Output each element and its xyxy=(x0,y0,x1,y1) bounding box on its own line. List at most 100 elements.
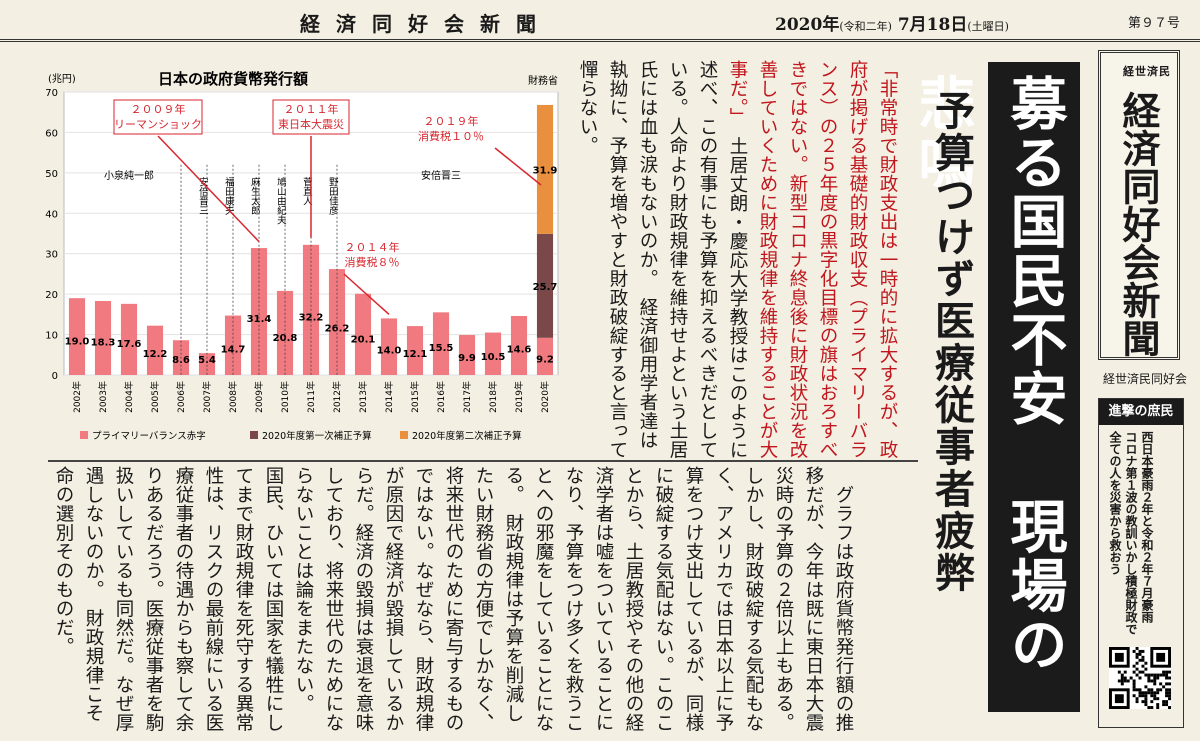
article-body-bottom: グラフは政府貨幣発行額の推移だが、今年は既に東日本大震災時の予算の２倍以上もある… xyxy=(53,466,854,732)
bar-value-label: 12.2 xyxy=(143,349,168,360)
date-era: (令和二年) xyxy=(839,20,892,33)
y-tick-label: 30 xyxy=(45,250,58,261)
qr-module xyxy=(1144,700,1148,704)
bar-pb xyxy=(458,334,476,375)
qr-module xyxy=(1159,688,1163,692)
bar-chart: 日本の政府貨幣発行額 (兆円) 財務省 0 10 20 30 40 50 60 70 19.0 2002… xyxy=(45,70,559,442)
qr-module xyxy=(1153,691,1157,695)
qr-module xyxy=(1138,676,1142,680)
qr-module xyxy=(1150,694,1154,698)
qr-module xyxy=(1150,673,1154,677)
chart-title: 日本の政府貨幣発行額 xyxy=(158,70,308,88)
pm-label: 麻生太郎 xyxy=(249,176,261,216)
organization-name: 経世済民同好会 xyxy=(1103,372,1188,386)
x-tick-label: 2011年 xyxy=(305,381,317,413)
x-tick-label: 2015年 xyxy=(409,381,421,413)
x-tick-label: 2014年 xyxy=(383,381,395,413)
qr-module xyxy=(1168,697,1171,701)
qr-module xyxy=(1165,703,1169,707)
qr-module xyxy=(1156,688,1160,692)
pm-label: 野田佳彦 xyxy=(327,177,339,216)
qr-module xyxy=(1168,670,1171,674)
article-top: 「非常時で財政支出は一時的に拡大するが、政府が掲げる基礎的財政収支（プライマリー… xyxy=(572,60,902,465)
pm-label: 鳩山由紀夫 xyxy=(275,176,287,225)
bar-value-label: 5.4 xyxy=(198,355,216,366)
legend-swatch xyxy=(400,431,408,439)
y-tick-label: 60 xyxy=(45,128,58,139)
qr-module xyxy=(1162,670,1166,674)
annotation-year: ２００９年 xyxy=(131,102,186,116)
masthead: 経済同好会新聞 2020年(令和二年) 7月18日(土曜日) 第９７号 xyxy=(0,0,1200,42)
qr-module xyxy=(1144,667,1148,671)
qr-module xyxy=(1135,688,1139,692)
y-tick-label: 40 xyxy=(45,209,58,220)
y-tick-label: 50 xyxy=(45,169,58,180)
pm-label: 福田康夫 xyxy=(223,176,235,216)
qr-module xyxy=(1150,706,1154,709)
qr-module xyxy=(1120,682,1124,686)
qr-module xyxy=(1135,652,1139,656)
qr-module xyxy=(1147,691,1151,695)
annotation-event: 東日本大震災 xyxy=(278,117,344,131)
qr-module xyxy=(1168,688,1171,692)
qr-module xyxy=(1147,688,1151,692)
paper-name: 経済同好会新聞 xyxy=(300,12,552,36)
qr-module xyxy=(1165,688,1169,692)
annotation-year: ２０１４年 xyxy=(345,240,400,254)
qr-module xyxy=(1144,673,1148,677)
qr-module xyxy=(1150,688,1154,692)
qr-module xyxy=(1141,655,1145,659)
qr-module xyxy=(1165,676,1169,680)
qr-module xyxy=(1123,679,1127,683)
qr-module xyxy=(1144,694,1148,698)
qr-module xyxy=(1153,682,1157,686)
bar-second-supplementary xyxy=(536,104,554,234)
qr-module xyxy=(1168,706,1171,709)
qr-module xyxy=(1138,694,1142,698)
x-tick-label: 2018年 xyxy=(487,381,499,413)
annotation-year: ２０１１年 xyxy=(284,102,339,116)
qr-module xyxy=(1135,673,1139,677)
bar-pb xyxy=(406,326,424,375)
qr-module xyxy=(1153,676,1157,680)
bar-pb xyxy=(380,318,398,375)
qr-module xyxy=(1165,700,1169,704)
qr-module xyxy=(1132,688,1136,692)
qr-module xyxy=(1156,673,1160,677)
qr-code-icon[interactable] xyxy=(1109,647,1171,709)
qr-finder xyxy=(1114,694,1124,704)
qr-module xyxy=(1153,673,1157,677)
qr-module xyxy=(1159,682,1163,686)
annotation-leader xyxy=(343,273,390,315)
bar-value-label: 20.1 xyxy=(351,334,376,345)
qr-module xyxy=(1132,685,1136,689)
x-tick-label: 2012年 xyxy=(331,381,343,413)
date-day: 7月18日 xyxy=(891,15,968,35)
x-tick-label: 2017年 xyxy=(461,381,473,413)
qr-module xyxy=(1135,697,1139,701)
qr-module xyxy=(1141,664,1145,668)
legend-label: 2020年度第二次補正予算 xyxy=(412,430,522,442)
qr-module xyxy=(1144,697,1148,701)
y-tick-label: 70 xyxy=(45,88,58,99)
legend-swatch xyxy=(80,431,88,439)
bar-value-label: 31.4 xyxy=(247,314,272,325)
qr-module xyxy=(1141,700,1145,704)
annotation-event: 消費税１０％ xyxy=(418,129,484,143)
qr-module xyxy=(1144,661,1148,665)
annotation-box xyxy=(272,99,350,135)
logo-small-text: 経世済民 xyxy=(1123,65,1171,78)
bar-value-label: 12.1 xyxy=(403,349,428,360)
article-quote: 「非常時で財政支出は一時的に拡大するが、政府が掲げる基礎的財政収支（プライマリー… xyxy=(727,60,898,459)
bar-value-label: 18.3 xyxy=(91,338,116,349)
y-tick-label: 20 xyxy=(45,290,58,301)
qr-module xyxy=(1147,676,1151,680)
bar-pb xyxy=(250,248,268,375)
qr-module xyxy=(1159,673,1163,677)
bar-pb xyxy=(484,332,502,375)
qr-module xyxy=(1120,676,1124,680)
qr-module xyxy=(1141,658,1145,662)
annotation-box xyxy=(113,99,203,135)
x-tick-label: 2003年 xyxy=(97,381,109,413)
date-weekday: (土曜日) xyxy=(967,20,1009,33)
